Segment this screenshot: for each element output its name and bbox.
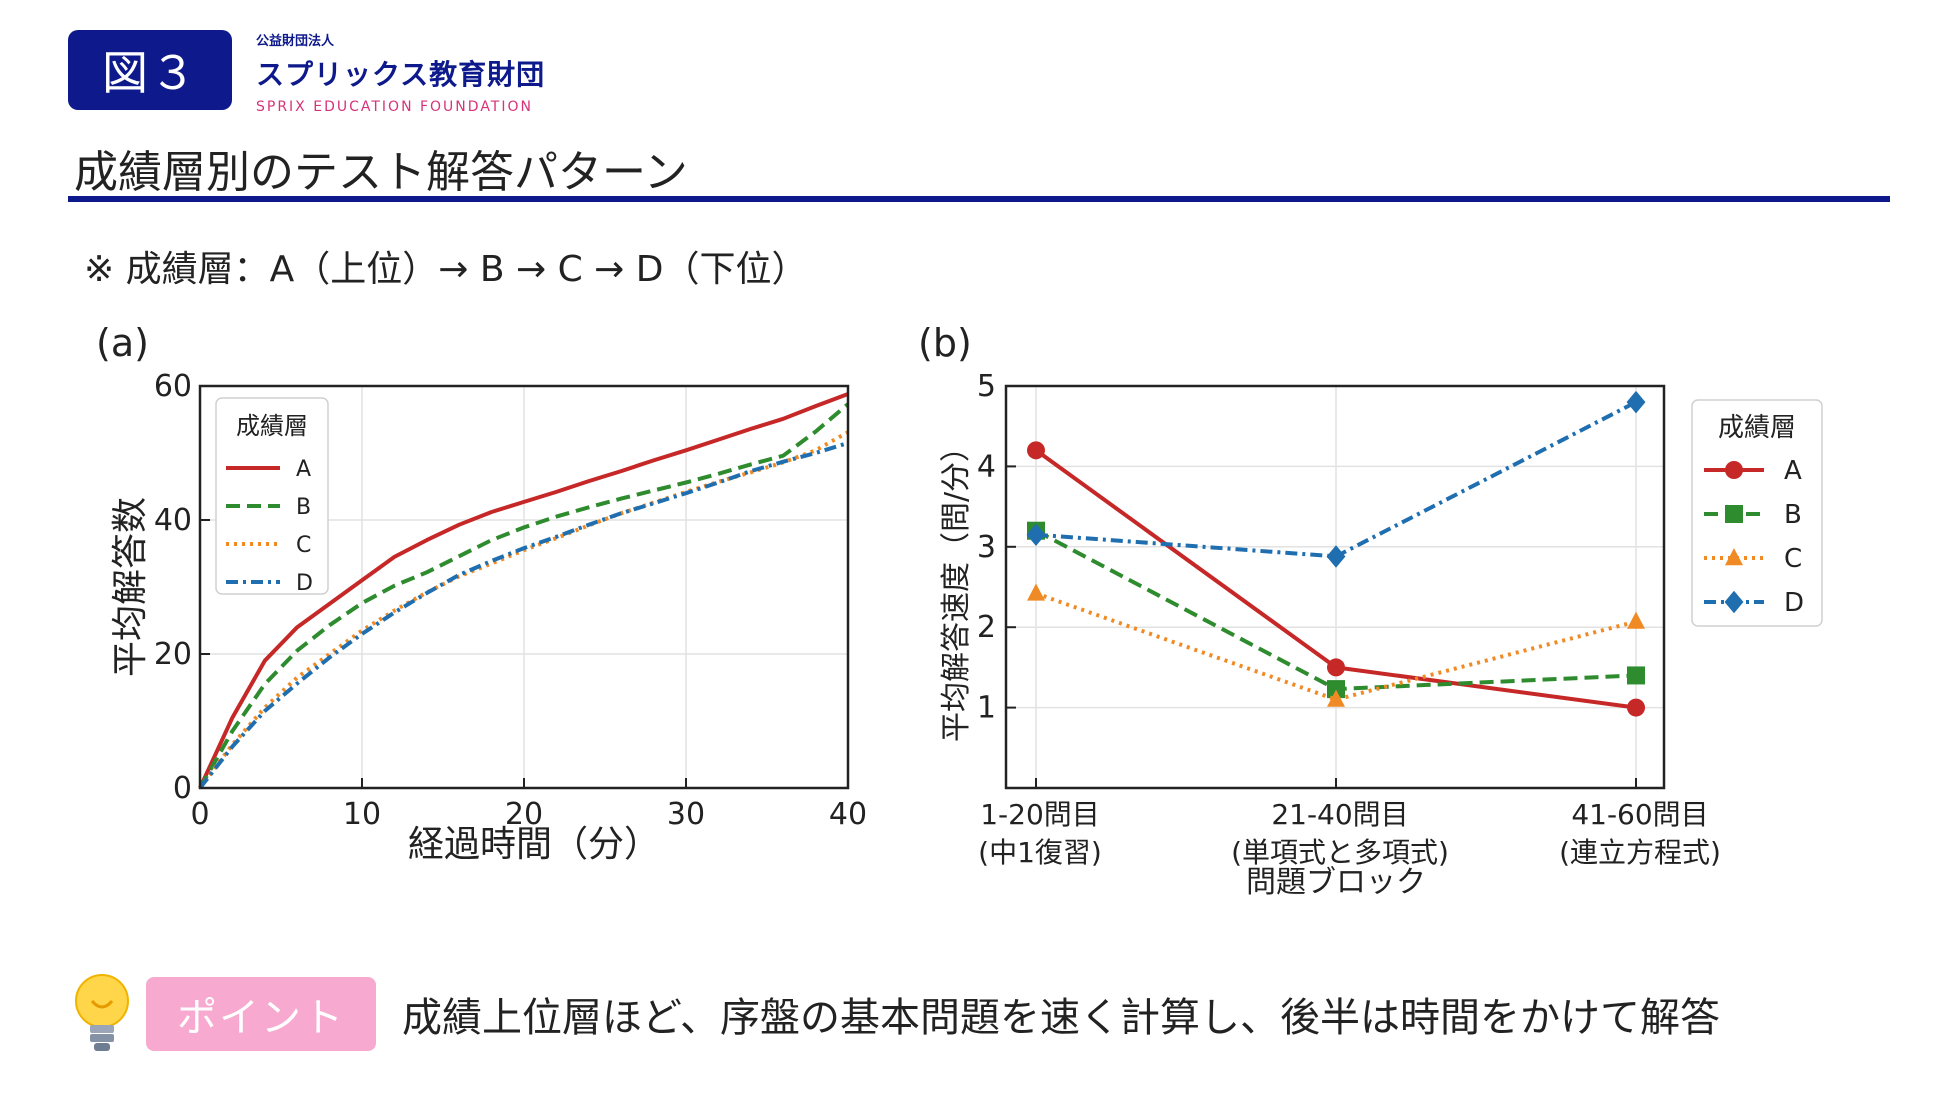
panel-a-ytick-label: 60 <box>154 369 192 404</box>
organization-logo: 公益財団法人 スプリックス教育財団 SPRIX EDUCATION FOUNDA… <box>256 30 545 115</box>
panel-b-legend-marker-D <box>1724 590 1744 614</box>
panel-b-category-label: 1-20問目 <box>980 798 1100 831</box>
panel-b-point-D <box>1626 390 1646 414</box>
panel-b-point-A <box>1327 658 1345 677</box>
panel-a-label: (a) <box>96 321 149 365</box>
panel-b-category-label: (単項式と多項式) <box>1231 836 1449 869</box>
panel-b-label: (b) <box>918 321 972 365</box>
point-row: ポイント 成績上位層ほど、序盤の基本問題を速く計算し、後半は時間をかけて解答 <box>68 968 1720 1060</box>
panel-b-series-C <box>1035 591 1637 702</box>
panel-b-category-label: (連立方程式) <box>1559 836 1721 869</box>
panel-a-legend-label-B: B <box>296 495 311 520</box>
panel-b-category-label: (中1復習) <box>978 836 1102 869</box>
panel-b-legend-marker-C <box>1725 548 1743 566</box>
panel-a-ytick-label: 0 <box>173 771 192 806</box>
panel-b-ylabel: 平均解答速度（問/分） <box>939 432 974 742</box>
panel-a-legend-label-A: A <box>296 457 311 482</box>
page-title: 成績層別のテスト解答パターン <box>74 147 688 198</box>
panel-b-legend-label-C: C <box>1784 544 1802 574</box>
panel-a-series-D <box>198 441 849 790</box>
org-english-name: SPRIX EDUCATION FOUNDATION <box>256 99 533 115</box>
title-divider <box>68 196 1890 202</box>
panel-b-legend-marker-B <box>1725 505 1743 523</box>
panel-b-ytick-label: 5 <box>977 369 996 404</box>
panel-a-frame <box>198 384 850 790</box>
point-text: 成績上位層ほど、序盤の基本問題を速く計算し、後半は時間をかけて解答 <box>402 995 1720 1041</box>
panel-a-xtick-label: 0 <box>190 797 209 832</box>
panel-b-point-A <box>1027 441 1045 460</box>
lightbulb-icon <box>68 969 136 1059</box>
panel-a-xtick-label: 20 <box>505 797 543 832</box>
panel-a-xtick-label: 10 <box>343 797 381 832</box>
panel-a-series-B <box>198 402 850 789</box>
panel-b-point-B <box>1627 666 1645 685</box>
panel-a-series-A <box>198 392 849 789</box>
point-badge: ポイント <box>146 977 376 1051</box>
panel-a-ylabel: 平均解答数 <box>110 497 151 677</box>
panel-a-legend-title: 成績層 <box>236 412 308 440</box>
panel-b-legend-label-A: A <box>1784 456 1802 486</box>
panel-b-point-D <box>1326 545 1346 568</box>
panel-b-legend-label-D: D <box>1784 588 1804 618</box>
panel-b-ytick-label: 3 <box>977 530 996 565</box>
org-name: スプリックス教育財団 <box>256 58 546 91</box>
charts-canvas: (a)0 10 20 30 400204060経過時間（分）平均解答数成績層ABCD(b… <box>96 321 1823 900</box>
org-type-label: 公益財団法人 <box>256 34 335 49</box>
panel-b-point-A <box>1627 698 1645 717</box>
panel-a-legend-label-C: C <box>296 533 311 558</box>
panel-b-ytick-label: 2 <box>977 610 996 645</box>
panel-a-xtick-label: 30 <box>667 797 705 832</box>
figure-badge: 図３ <box>68 30 232 110</box>
panel-b-point-C <box>1027 583 1045 601</box>
panel-b-point-C <box>1627 611 1645 629</box>
panel-b-category-label: 21-40問目 <box>1271 798 1408 831</box>
panel-b-legend-label-B: B <box>1784 500 1802 530</box>
panel-b-category-label: 41-60問目 <box>1571 798 1708 831</box>
panel-b-ytick-label: 4 <box>977 449 996 484</box>
panel-b-ytick-label: 1 <box>977 691 996 726</box>
panel-a-ytick-label: 20 <box>154 637 192 672</box>
panel-b-xlabel: 問題ブロック <box>1246 865 1426 900</box>
panel-a-ytick-label: 40 <box>154 503 192 538</box>
panel-b-point-C <box>1327 689 1345 707</box>
panel-b-frame <box>1004 384 1666 790</box>
panel-a-xlabel: 経過時間（分） <box>408 824 660 865</box>
panel-b-point-D <box>1026 523 1046 546</box>
panel-a-legend-label-D: D <box>296 571 313 596</box>
panel-b-point-B <box>1327 680 1345 699</box>
panel-b-legend-marker-A <box>1725 461 1743 479</box>
panel-b-legend-title: 成績層 <box>1718 413 1796 443</box>
panel-a-xtick-label: 40 <box>829 797 867 832</box>
tier-note: ※ 成績層：A（上位）→ B → C → D（下位） <box>84 249 808 290</box>
